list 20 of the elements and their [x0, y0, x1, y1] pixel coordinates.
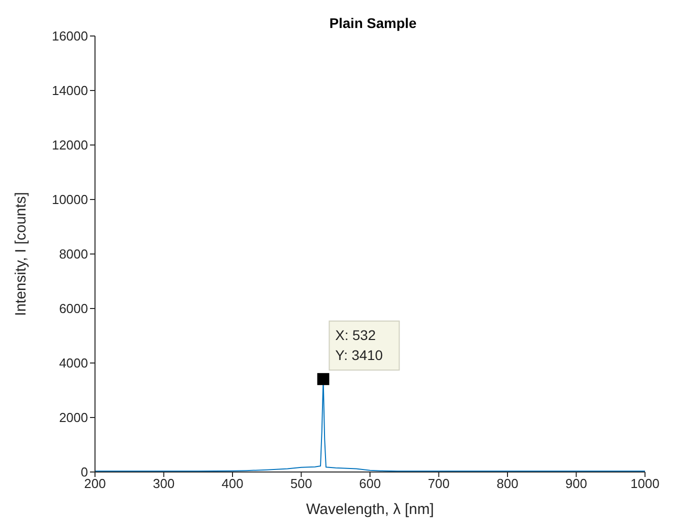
- y-tick-label: 10000: [52, 192, 88, 208]
- y-tick-label: 4000: [59, 356, 88, 371]
- chart-title: Plain Sample: [329, 15, 417, 31]
- y-tick-label: 8000: [59, 246, 88, 262]
- x-tick-label: 700: [428, 476, 450, 492]
- x-tick-label: 1000: [630, 476, 660, 492]
- y-tick-label: 6000: [59, 301, 88, 316]
- x-tick-label: 300: [152, 476, 175, 492]
- x-tick-label: 900: [565, 476, 588, 492]
- y-tick-label: 14000: [52, 83, 88, 98]
- y-tick-label: 12000: [52, 138, 88, 153]
- y-tick-label: 2000: [59, 410, 88, 426]
- x-axis-title: Wavelength, λ [nm]: [306, 501, 434, 518]
- x-tick-label: 500: [290, 476, 312, 492]
- x-tick-label: 800: [496, 476, 518, 492]
- x-tick-label: 400: [222, 476, 244, 492]
- annotation: X: 532 Y: 3410: [335, 327, 383, 364]
- x-tick-label: 600: [359, 476, 381, 492]
- y-axis-title: Intensity, I [counts]: [12, 192, 30, 316]
- y-tick-label: 16000: [52, 28, 88, 44]
